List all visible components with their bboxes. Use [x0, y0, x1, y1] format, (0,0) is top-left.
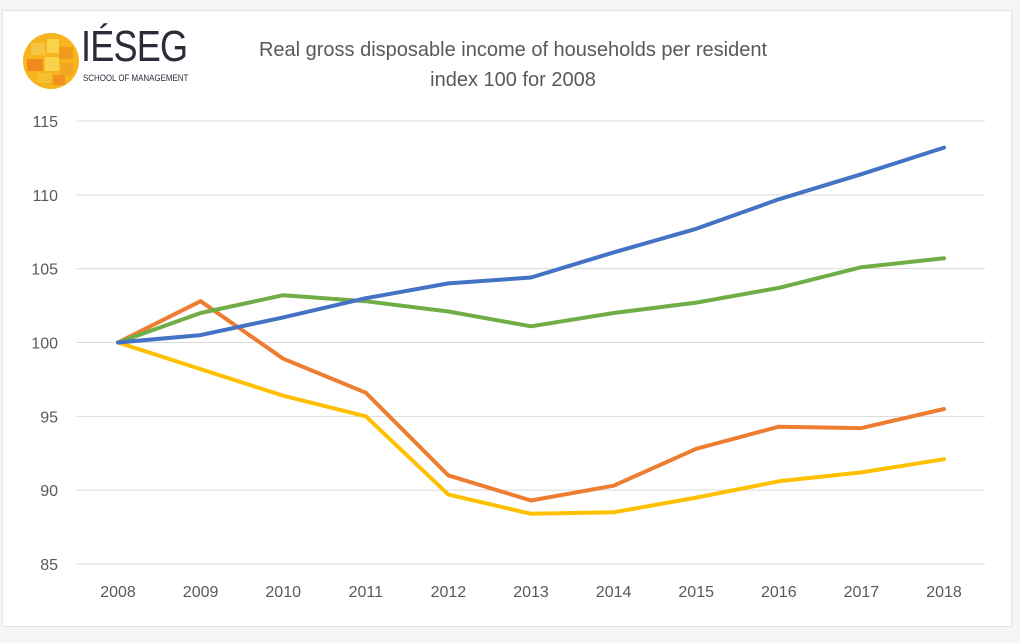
ieseg-logo: IÉSEG SCHOOL OF MANAGEMENT — [21, 25, 211, 99]
y-tick-label: 110 — [32, 188, 58, 205]
x-tick-label: 2008 — [100, 584, 136, 601]
x-tick-label: 2017 — [844, 584, 880, 601]
logo-subtitle: SCHOOL OF MANAGEMENT — [83, 73, 189, 83]
logo-wordmark: IÉSEG — [81, 22, 188, 71]
y-tick-label: 85 — [40, 557, 58, 574]
x-tick-label: 2018 — [926, 584, 962, 601]
y-tick-label: 105 — [31, 262, 58, 279]
x-tick-label: 2009 — [183, 584, 219, 601]
x-tick-label: 2015 — [678, 584, 714, 601]
x-tick-label: 2012 — [431, 584, 467, 601]
chart-title: Real gross disposable income of househol… — [258, 39, 768, 61]
logo-sun-icon — [23, 33, 79, 89]
x-tick-label: 2010 — [265, 584, 301, 601]
x-tick-label: 2011 — [349, 584, 384, 601]
y-tick-label: 115 — [32, 114, 58, 131]
y-tick-label: 90 — [40, 483, 58, 500]
series-line — [116, 340, 946, 516]
series-line — [116, 145, 946, 345]
y-tick-label: 100 — [31, 336, 58, 353]
chart-title-block: Real gross disposable income of househol… — [213, 35, 813, 95]
x-tick-label: 2016 — [761, 584, 797, 601]
series-line — [116, 256, 946, 345]
chart-subtitle: index 100 for 2008 — [430, 69, 596, 91]
y-tick-label: 95 — [40, 409, 58, 426]
x-tick-label: 2014 — [596, 584, 632, 601]
x-tick-label: 2013 — [513, 584, 549, 601]
series-line — [116, 299, 946, 503]
